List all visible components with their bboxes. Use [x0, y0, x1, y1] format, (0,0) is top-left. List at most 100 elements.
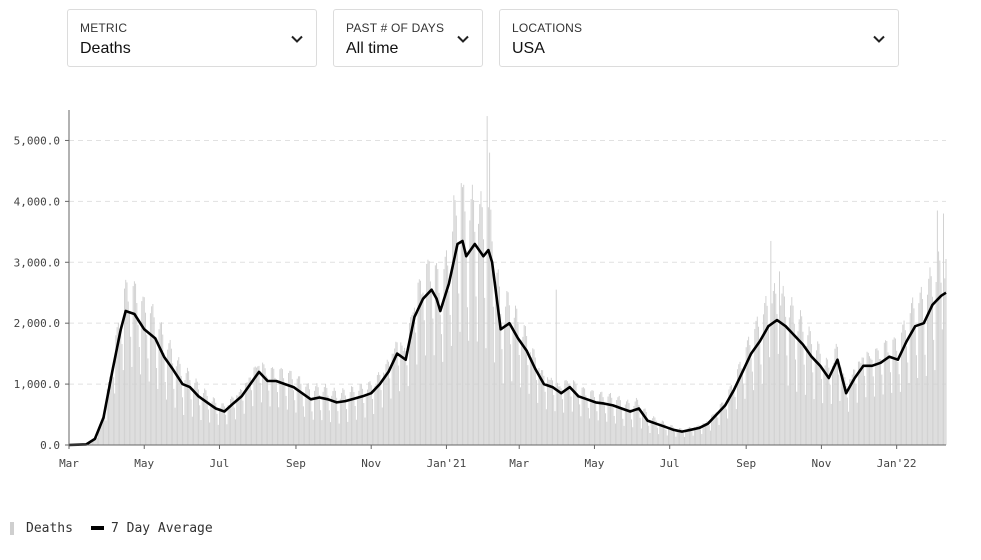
daily-deaths-bar: [267, 377, 269, 445]
daily-deaths-bar: [459, 331, 461, 445]
daily-deaths-bar: [554, 411, 556, 445]
daily-deaths-bar: [891, 392, 893, 445]
daily-deaths-bar: [792, 305, 794, 445]
daily-deaths-bar: [754, 328, 756, 445]
daily-deaths-bar: [643, 409, 645, 445]
daily-deaths-bar: [219, 408, 220, 445]
daily-deaths-bar: [168, 343, 170, 445]
daily-deaths-bar: [117, 322, 119, 445]
daily-deaths-bar: [519, 387, 521, 445]
daily-deaths-bar: [602, 397, 604, 445]
daily-deaths-bar: [427, 259, 429, 445]
daily-deaths-bar: [175, 366, 177, 445]
daily-deaths-bar: [115, 335, 117, 445]
daily-deaths-bar: [764, 303, 766, 445]
daily-deaths-bar: [145, 312, 146, 445]
daily-deaths-bar: [693, 427, 695, 445]
daily-deaths-bar: [165, 399, 167, 445]
daily-deaths-bar: [886, 341, 888, 445]
daily-deaths-bar: [883, 342, 885, 445]
daily-deaths-bar: [246, 382, 248, 445]
daily-deaths-bar: [582, 387, 584, 445]
y-tick-label: 0.0: [40, 439, 60, 452]
daily-deaths-bar: [935, 282, 937, 445]
daily-deaths-bar: [796, 391, 798, 445]
daily-deaths-bar: [945, 258, 947, 445]
daily-deaths-bar: [616, 400, 618, 445]
daily-deaths-bar: [249, 377, 251, 445]
daily-deaths-bar: [728, 389, 730, 445]
daily-deaths-bar: [247, 382, 249, 445]
daily-deaths-bar: [624, 404, 626, 445]
daily-deaths-bar: [399, 391, 401, 445]
daily-deaths-bar: [919, 292, 921, 445]
daily-deaths-bar: [596, 411, 598, 445]
daily-deaths-bar: [843, 373, 845, 445]
daily-deaths-bar: [887, 352, 889, 445]
legend-label-average: 7 Day Average: [110, 520, 213, 536]
daily-deaths-bar: [515, 305, 516, 445]
daily-deaths-bar: [590, 391, 592, 445]
daily-deaths-bar: [152, 303, 154, 445]
daily-deaths-bar: [727, 418, 729, 445]
daily-deaths-bar: [184, 380, 186, 445]
daily-deaths-bar: [148, 381, 150, 445]
daily-deaths-bar: [243, 413, 245, 445]
daily-deaths-bar: [321, 420, 323, 445]
daily-deaths-bar: [761, 384, 763, 445]
daily-deaths-bar: [566, 381, 568, 445]
daily-deaths-bar: [709, 430, 711, 445]
legend-item-average[interactable]: 7 Day Average: [90, 520, 213, 536]
daily-deaths-bar: [322, 391, 324, 445]
daily-deaths-bar: [940, 282, 942, 445]
metric-dropdown[interactable]: METRIC Deaths: [67, 9, 317, 67]
daily-deaths-bar: [309, 389, 310, 445]
daily-deaths-bar: [645, 412, 647, 445]
daily-deaths-bar: [913, 308, 915, 445]
daily-deaths-bar: [674, 432, 676, 445]
daily-deaths-bar: [751, 371, 753, 445]
legend-item-deaths[interactable]: Deaths: [10, 521, 73, 536]
daily-deaths-bar: [333, 387, 335, 445]
daily-deaths-bar: [869, 356, 870, 445]
daily-deaths-bar: [888, 355, 890, 445]
daily-deaths-bar: [917, 377, 919, 445]
locations-dropdown-value: USA: [512, 40, 545, 57]
days-dropdown[interactable]: PAST # OF DAYS All time: [333, 9, 483, 67]
daily-deaths-bar: [589, 418, 590, 445]
daily-deaths-bar: [473, 200, 475, 445]
daily-deaths-bar: [189, 380, 191, 445]
daily-deaths-bar: [933, 339, 935, 445]
daily-deaths-bar: [205, 390, 207, 445]
daily-deaths-bar: [147, 358, 149, 445]
daily-deaths-bar: [272, 367, 273, 445]
daily-deaths-bar: [96, 437, 98, 445]
daily-deaths-bar: [149, 313, 151, 445]
daily-deaths-bar: [368, 382, 370, 445]
daily-deaths-bar: [691, 431, 693, 445]
daily-deaths-bar: [809, 331, 811, 445]
daily-deaths-bar: [577, 394, 579, 445]
daily-deaths-bar: [274, 377, 276, 445]
daily-deaths-bar: [369, 381, 371, 445]
daily-deaths-bar: [423, 320, 425, 445]
daily-deaths-bar: [470, 199, 472, 445]
daily-deaths-bar: [870, 358, 872, 445]
daily-deaths-bar: [537, 402, 539, 445]
daily-deaths-bar: [586, 399, 588, 445]
x-tick-label: Jul: [210, 457, 230, 470]
days-dropdown-value: All time: [346, 40, 399, 57]
locations-dropdown[interactable]: LOCATIONS USA: [499, 9, 899, 67]
daily-deaths-bar: [934, 370, 936, 445]
daily-deaths-bar: [849, 379, 851, 445]
daily-deaths-bar: [750, 358, 752, 445]
daily-deaths-bar: [722, 402, 724, 445]
daily-deaths-bar: [238, 392, 240, 445]
daily-deaths-bar: [894, 338, 896, 445]
daily-deaths-bar: [923, 320, 925, 445]
daily-deaths-bar: [598, 394, 600, 445]
daily-deaths-bar: [619, 400, 621, 445]
daily-deaths-bar: [907, 362, 909, 445]
daily-deaths-bar: [540, 370, 542, 445]
daily-deaths-bar: [180, 375, 182, 445]
